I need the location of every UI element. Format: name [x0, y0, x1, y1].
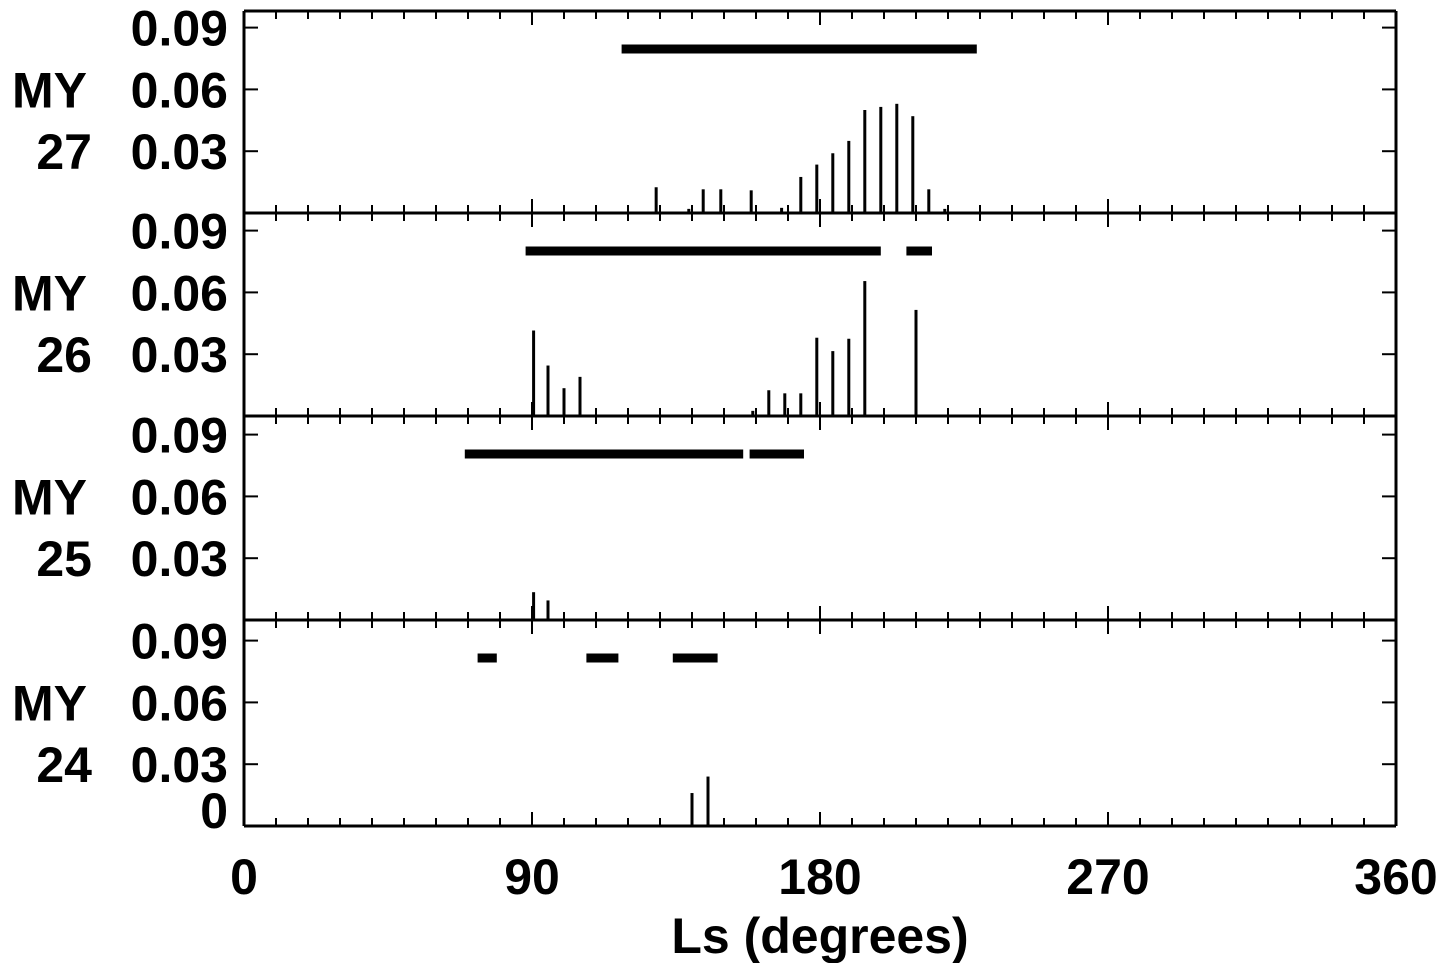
x-tick-label: 270 [1066, 849, 1149, 905]
data-bar [546, 600, 550, 620]
data-bar [719, 189, 723, 213]
x-axis-title: Ls (degrees) [671, 908, 968, 963]
data-bar [863, 110, 867, 213]
x-tick-label: 180 [778, 849, 861, 905]
panel-label-year: 24 [36, 737, 92, 793]
data-bar [799, 393, 803, 416]
data-bar [780, 207, 784, 213]
x-tick-label: 360 [1354, 849, 1437, 905]
panel-label-year: 27 [36, 124, 92, 180]
data-bar [927, 189, 931, 213]
y-tick-label: 0.03 [131, 531, 228, 587]
data-bar [783, 393, 787, 416]
data-bar [831, 153, 835, 213]
panel-25: 0.090.06 0.03 MY 25 [12, 408, 1398, 622]
y-tick-label: 0.09 [131, 614, 228, 670]
y-tick-label: 0.06 [131, 265, 228, 321]
panel-label-my: MY [12, 62, 87, 118]
data-bar [706, 776, 710, 826]
data-bar [911, 116, 915, 213]
x-tick-label: 0 [230, 849, 258, 905]
data-bar [847, 338, 851, 416]
y-tick-label: 0.09 [131, 204, 228, 260]
data-bar [701, 189, 705, 213]
data-bar [690, 793, 694, 826]
panel-24: 0.090.06 0.030 MY 24 [12, 614, 1398, 839]
y-tick-label: 0.09 [131, 1, 228, 57]
data-bar [687, 208, 691, 213]
y-tick-label: 0.03 [131, 327, 228, 383]
y-tick-label: 0.06 [131, 62, 228, 118]
x-axis: 0 90 180 270 360 [230, 849, 1438, 905]
panel-label-my: MY [12, 675, 87, 731]
panel-26: 0.090.06 0.03 MY 26 [12, 204, 1398, 418]
y-tick-label: 0.09 [131, 408, 228, 464]
data-bar [943, 208, 947, 213]
panel-label-my: MY [12, 469, 87, 525]
data-bar [767, 390, 771, 416]
y-zero-label: 0 [200, 783, 228, 839]
data-bar [578, 376, 582, 416]
data-bar [532, 592, 536, 620]
data-bar [895, 103, 899, 213]
y-tick-label: 0.03 [131, 737, 228, 793]
data-bar [751, 410, 755, 416]
data-bar [863, 281, 867, 416]
data-bar [532, 330, 536, 416]
data-bar [546, 365, 550, 416]
panel-label-year: 26 [36, 327, 92, 383]
panels: 0.090.060.03MY270.090.060.03MY260.090.06… [12, 1, 1398, 839]
panel-27: 0.090.06 0.03 MY 27 [12, 1, 1398, 215]
y-tick-label: 0.03 [131, 124, 228, 180]
data-bar [847, 140, 851, 213]
data-bar [654, 187, 658, 213]
y-tick-label: 0.06 [131, 469, 228, 525]
x-tick-label: 90 [504, 849, 560, 905]
data-bar [815, 337, 819, 416]
data-bar [562, 388, 566, 416]
panel-label-year: 25 [36, 531, 92, 587]
data-bar [815, 164, 819, 213]
y-tick-label: 0.06 [131, 675, 228, 731]
data-bar [749, 190, 753, 213]
data-bar [831, 351, 835, 416]
data-bar [914, 309, 918, 416]
data-bar [879, 106, 883, 213]
panel-label-my: MY [12, 265, 87, 321]
data-bar [799, 176, 803, 213]
